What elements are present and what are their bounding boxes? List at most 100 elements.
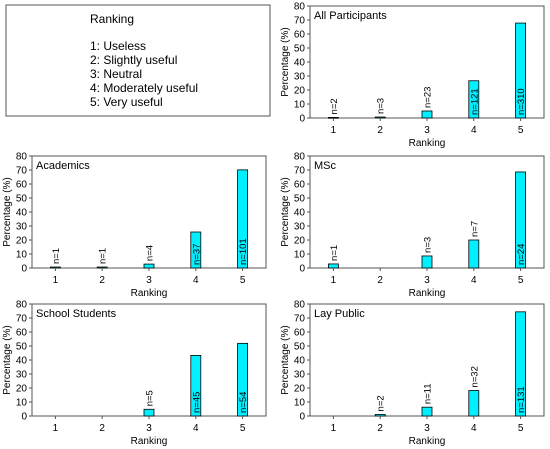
y-tick-label: 80 (16, 152, 28, 163)
x-tick-label: 1 (53, 423, 59, 434)
x-axis-label: Ranking (131, 436, 168, 447)
y-tick-label: 70 (294, 16, 306, 27)
y-tick-label: 10 (294, 100, 306, 111)
y-tick-label: 0 (21, 264, 27, 275)
x-tick-label: 3 (424, 125, 430, 136)
bar (143, 263, 155, 269)
y-tick-label: 10 (16, 398, 28, 409)
y-tick-label: 50 (294, 44, 306, 55)
y-tick-label: 60 (16, 180, 28, 191)
panel-title: MSc (314, 160, 337, 172)
y-tick-label: 60 (294, 30, 306, 41)
y-tick-label: 0 (21, 412, 27, 423)
y-tick-label: 70 (16, 166, 28, 177)
bar (50, 266, 61, 269)
data-label: n=3 (376, 98, 387, 114)
panel-title: School Students (36, 308, 117, 320)
data-label: n=37 (191, 244, 202, 265)
data-label: n=4 (145, 245, 156, 261)
data-label: n=32 (469, 366, 480, 387)
data-label: n=1 (329, 245, 340, 261)
x-tick-label: 1 (331, 275, 337, 286)
y-tick-label: 50 (294, 342, 306, 353)
legend-box: Ranking 1: Useless 2: Slightly useful 3:… (5, 4, 271, 117)
y-axis-label: Percentage (%) (280, 177, 291, 246)
chart-lay-public: 0 10 20 30 40 50 60 70 80 1 2 n=2 3 n=11 4 n=32 5 n=131 La… (280, 300, 545, 447)
y-tick-label: 60 (294, 328, 306, 339)
x-tick-label: 4 (193, 423, 199, 434)
y-tick-label: 20 (16, 384, 28, 395)
plot-frame (31, 155, 267, 269)
y-tick-label: 30 (294, 222, 306, 233)
data-label: n=101 (238, 238, 249, 265)
data-label: n=54 (238, 392, 249, 413)
data-label: n=3 (423, 237, 434, 253)
bar (327, 263, 339, 269)
data-label: n=2 (376, 395, 387, 411)
y-tick-label: 0 (299, 412, 305, 423)
x-tick-label: 2 (377, 125, 383, 136)
x-tick-label: 5 (518, 423, 524, 434)
y-tick-label: 40 (294, 58, 306, 69)
plot-frame (309, 155, 545, 269)
y-tick-label: 30 (16, 222, 28, 233)
data-label: n=1 (98, 248, 109, 264)
y-tick-label: 70 (294, 314, 306, 325)
x-tick-label: 4 (471, 125, 477, 136)
x-tick-label: 2 (377, 423, 383, 434)
data-label: n=131 (516, 386, 527, 413)
legend-item-5: 5: Very useful (90, 95, 163, 109)
y-tick-label: 50 (294, 194, 306, 205)
y-tick-label: 20 (294, 384, 306, 395)
bar (143, 408, 155, 417)
x-tick-label: 3 (146, 423, 152, 434)
chart-academics: 0 10 20 30 40 50 60 70 80 1 n=1 2 n=1 3 n=4 4 n=37 5 n=101… (2, 152, 267, 299)
plot-frame (309, 5, 545, 119)
x-tick-label: 5 (518, 125, 524, 136)
data-label: n=310 (516, 88, 527, 115)
x-tick-label: 5 (518, 275, 524, 286)
x-tick-label: 2 (377, 275, 383, 286)
y-axis-label: Percentage (%) (280, 325, 291, 394)
x-tick-label: 2 (99, 275, 105, 286)
chart-msc: 0 10 20 30 40 50 60 70 80 1 n=1 2 3 n=3 4 n=7 5 n=24 MSc Ra… (280, 152, 545, 299)
x-tick-label: 3 (424, 423, 430, 434)
y-tick-label: 30 (294, 72, 306, 83)
x-tick-label: 5 (240, 423, 246, 434)
y-tick-label: 30 (16, 370, 28, 381)
y-tick-label: 80 (16, 300, 28, 311)
y-tick-label: 10 (16, 250, 28, 261)
bar (468, 239, 480, 269)
bar (421, 406, 433, 417)
y-tick-label: 0 (299, 114, 305, 125)
legend-frame (5, 4, 271, 117)
charts-group: 010203040506070801n=22n=33n=234n=1215n=3… (2, 2, 545, 447)
data-label: n=23 (423, 87, 434, 108)
x-tick-label: 1 (331, 125, 337, 136)
y-tick-label: 80 (294, 300, 306, 311)
x-axis-label: Ranking (131, 288, 168, 299)
bar (374, 116, 386, 119)
data-label: n=121 (469, 88, 480, 115)
panel-title: Lay Public (314, 308, 365, 320)
y-tick-label: 20 (294, 86, 306, 97)
panel-title: Academics (36, 160, 90, 172)
y-tick-label: 60 (294, 180, 306, 191)
y-axis-label: Percentage (%) (2, 177, 13, 246)
bar (468, 390, 480, 417)
legend-item-3: 3: Neutral (90, 67, 142, 81)
legend-title: Ranking (90, 12, 134, 26)
x-tick-label: 5 (240, 275, 246, 286)
data-label: n=45 (191, 392, 202, 413)
x-tick-label: 4 (193, 275, 199, 286)
y-tick-label: 60 (16, 328, 28, 339)
x-tick-label: 1 (331, 423, 337, 434)
y-tick-label: 40 (16, 208, 28, 219)
x-tick-label: 4 (471, 275, 477, 286)
y-tick-label: 30 (294, 370, 306, 381)
x-tick-label: 4 (471, 423, 477, 434)
data-label: n=5 (145, 390, 156, 406)
data-label: n=2 (329, 98, 340, 114)
y-tick-label: 10 (294, 250, 306, 261)
